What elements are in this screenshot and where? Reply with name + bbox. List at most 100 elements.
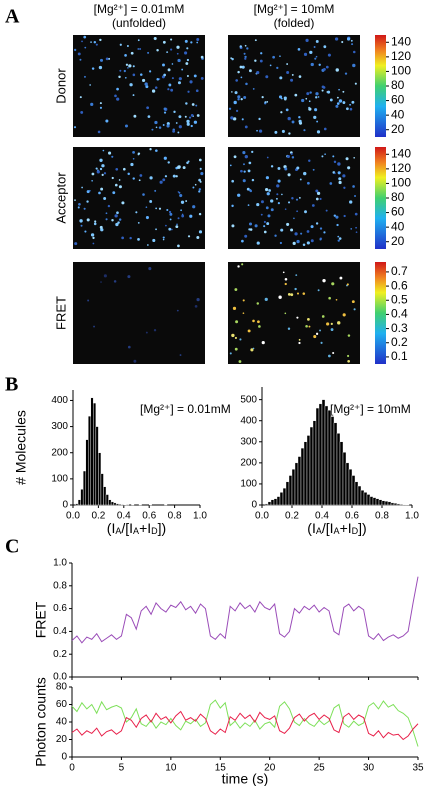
spot xyxy=(115,222,119,227)
spot xyxy=(178,125,182,129)
colorbar xyxy=(375,262,386,364)
bar xyxy=(88,415,91,506)
micrograph xyxy=(228,35,360,137)
spot xyxy=(238,360,242,363)
spot xyxy=(108,151,112,155)
bar xyxy=(384,501,389,506)
spot xyxy=(307,317,310,321)
spot xyxy=(296,316,299,319)
spot xyxy=(167,68,171,72)
spot xyxy=(78,202,81,206)
colorbar-tick-label: 0.4 xyxy=(391,307,408,321)
trace xyxy=(71,710,419,741)
spot xyxy=(129,236,132,240)
bar xyxy=(85,439,89,506)
spot xyxy=(287,327,291,330)
spot xyxy=(154,120,158,125)
y-tick-label: 1.0 xyxy=(53,558,67,569)
colorbar-tick-label: 140 xyxy=(391,34,411,48)
bar xyxy=(303,441,308,506)
spot xyxy=(107,204,111,208)
spot xyxy=(231,57,234,61)
spot xyxy=(286,222,290,226)
bar xyxy=(306,435,311,506)
spot xyxy=(322,278,326,283)
spot xyxy=(302,292,306,295)
spot xyxy=(127,345,131,349)
spot xyxy=(184,51,188,55)
spot xyxy=(168,227,172,231)
spot xyxy=(347,166,351,170)
spot xyxy=(137,48,140,50)
spot xyxy=(308,159,311,163)
spot xyxy=(81,186,83,189)
spot xyxy=(264,101,267,104)
spot xyxy=(186,161,189,165)
spot xyxy=(130,51,134,55)
spot xyxy=(127,172,130,176)
spot xyxy=(163,111,167,114)
spot xyxy=(196,41,199,44)
colorbar xyxy=(375,147,386,249)
spot xyxy=(124,76,127,79)
column-condition: [Mg²⁺] = 10mM xyxy=(254,2,335,16)
spot xyxy=(193,120,198,124)
x-tick-label: 1.0 xyxy=(193,511,207,522)
spot xyxy=(266,100,269,103)
spot xyxy=(350,228,353,230)
spot xyxy=(274,234,277,237)
spot xyxy=(249,228,253,231)
spot xyxy=(105,212,108,215)
spot xyxy=(256,241,260,245)
bar xyxy=(270,499,275,506)
spot xyxy=(242,150,246,155)
spot xyxy=(94,220,97,223)
spot xyxy=(178,115,182,119)
spot xyxy=(132,150,135,154)
spot xyxy=(266,192,270,196)
spot xyxy=(245,82,248,86)
spot xyxy=(232,306,237,310)
spot xyxy=(158,126,162,129)
spot xyxy=(147,115,151,118)
spot xyxy=(316,120,319,123)
spot xyxy=(338,177,342,181)
bar xyxy=(345,462,350,506)
spot xyxy=(192,205,196,209)
spot xyxy=(337,321,341,325)
spot xyxy=(196,236,200,240)
spot xyxy=(185,62,189,65)
micrograph xyxy=(73,262,205,364)
spot xyxy=(290,293,294,297)
spot xyxy=(294,232,298,236)
spot xyxy=(100,187,104,191)
spot xyxy=(250,348,254,352)
spot xyxy=(168,83,172,87)
spot xyxy=(163,107,167,111)
spot xyxy=(248,161,252,165)
spot xyxy=(118,218,122,221)
bar xyxy=(378,499,383,506)
colorbar-tick-label: 120 xyxy=(391,49,411,63)
spot xyxy=(249,69,252,73)
spot xyxy=(318,63,321,66)
spot xyxy=(242,312,245,314)
spot xyxy=(347,334,351,337)
spot xyxy=(99,102,102,105)
spot xyxy=(338,180,342,185)
bar xyxy=(330,416,335,506)
spot xyxy=(284,208,287,210)
spot xyxy=(185,200,188,202)
spot xyxy=(189,80,193,84)
bar xyxy=(118,504,122,506)
spot xyxy=(196,37,200,41)
spot xyxy=(130,162,134,167)
spot xyxy=(99,167,103,171)
spot xyxy=(313,46,316,48)
spot xyxy=(305,97,308,100)
colorbar-tick-label: 40 xyxy=(391,219,405,233)
spot xyxy=(265,188,269,192)
spot xyxy=(93,222,97,226)
spot xyxy=(188,116,192,119)
spot xyxy=(332,155,335,158)
